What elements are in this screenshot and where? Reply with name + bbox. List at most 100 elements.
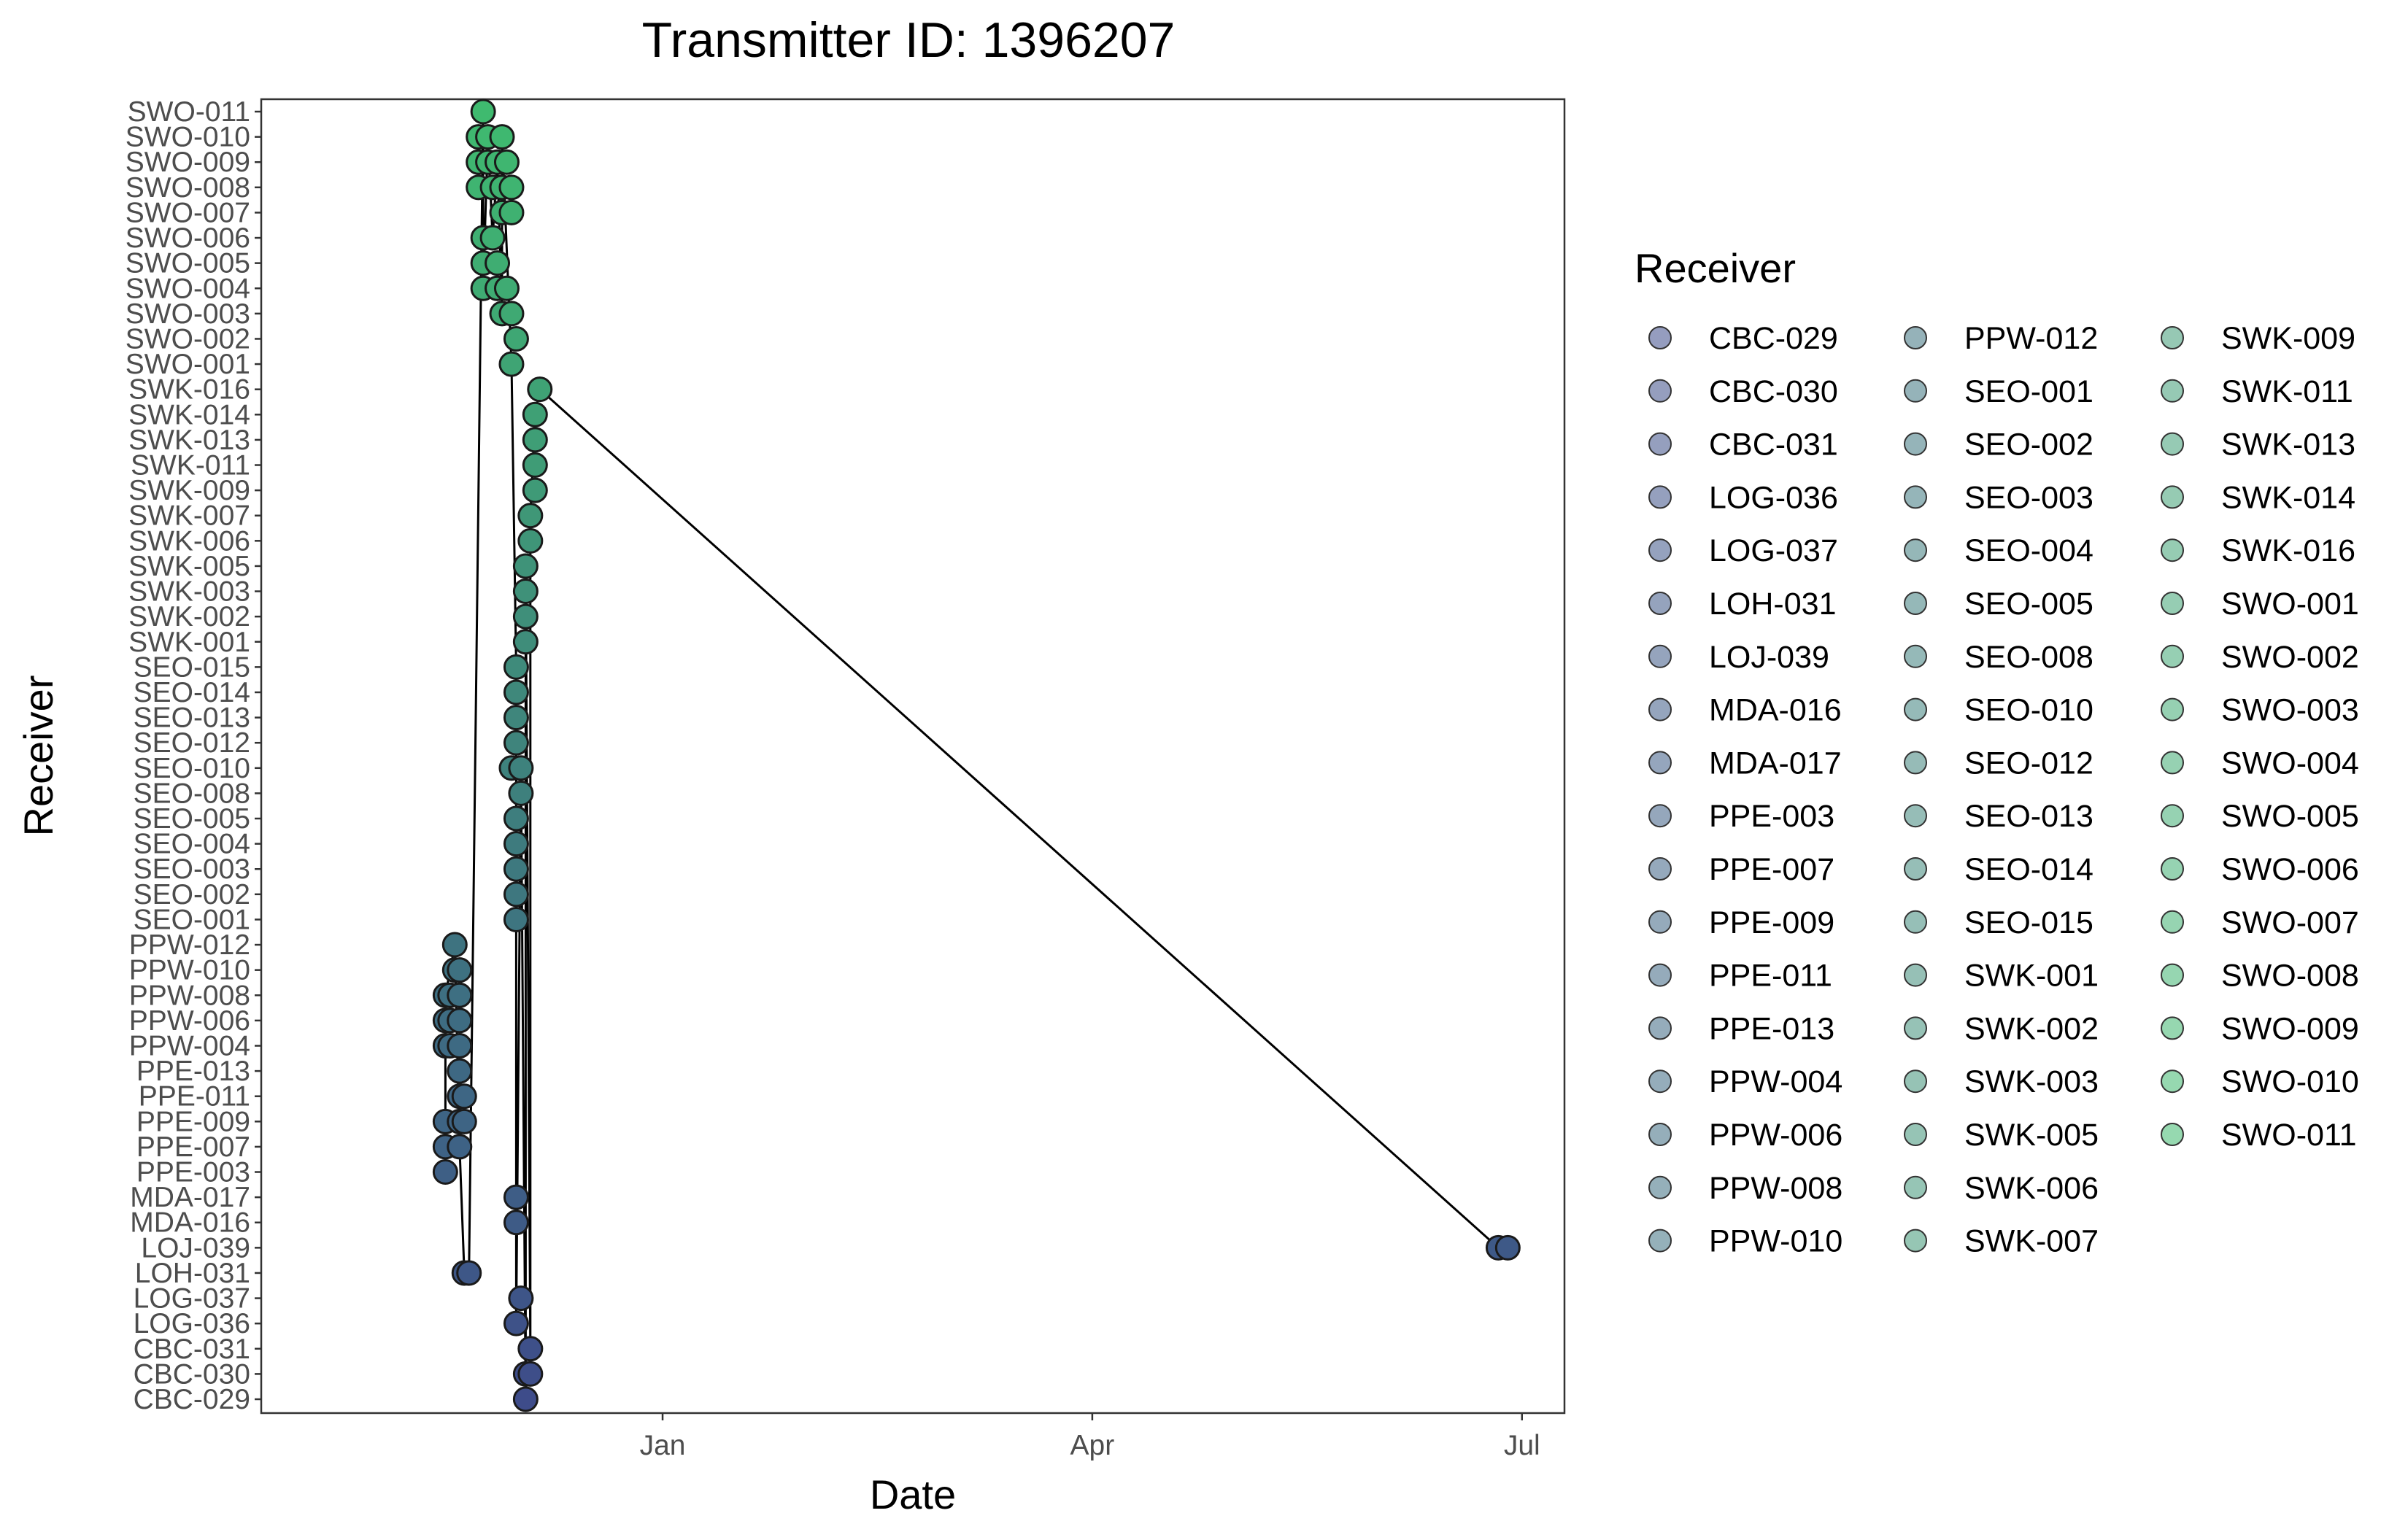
detection-point: [447, 982, 473, 1008]
legend-swatch: [1904, 644, 1927, 668]
legend-label: LOG-036: [1709, 480, 1838, 515]
detection-point: [527, 376, 553, 403]
detection-point: [503, 856, 529, 882]
legend-swatch: [2161, 379, 2184, 403]
legend-item: SWO-005: [2161, 799, 2359, 834]
chart-title: Transmitter ID: 1396207: [642, 12, 1176, 68]
legend-label: CBC-031: [1709, 428, 1838, 463]
legend-swatch: [2161, 326, 2184, 349]
legend-item: SWO-007: [2161, 905, 2359, 940]
detection-point: [522, 477, 548, 503]
y-tick-label: PPW-012: [129, 929, 250, 961]
legend-swatch: [1648, 1229, 1672, 1253]
legend-swatch: [1648, 804, 1672, 828]
y-tick-label: SWK-013: [128, 425, 250, 456]
legend-item: CBC-029: [1648, 321, 1838, 356]
legend-label: SWK-013: [2221, 428, 2355, 463]
legend-swatch: [2161, 1069, 2184, 1094]
legend-label: SEO-005: [1964, 587, 2094, 622]
y-tick-label: SEO-015: [134, 651, 250, 683]
legend-label: MDA-017: [1709, 746, 1842, 781]
legend-item: SEO-008: [1904, 640, 2094, 675]
legend-label: CBC-029: [1709, 321, 1838, 356]
detection-point: [441, 932, 468, 958]
legend-label: SWK-006: [1964, 1171, 2099, 1206]
legend-item: SWO-009: [2161, 1011, 2359, 1046]
legend-swatch: [1648, 592, 1672, 615]
legend-item: PPE-003: [1648, 799, 1834, 834]
legend-swatch: [1648, 644, 1672, 668]
legend-label: PPW-008: [1709, 1171, 1842, 1206]
y-tick-label: SWO-007: [126, 197, 250, 228]
legend-item: MDA-016: [1648, 693, 1842, 728]
legend-item: SEO-013: [1904, 799, 2094, 834]
legend-swatch: [1904, 432, 1927, 456]
legend-label: SEO-003: [1964, 480, 2094, 515]
detection-point: [517, 1361, 544, 1387]
legend-label: SWO-001: [2221, 587, 2359, 622]
y-axis: CBC-029CBC-030CBC-031LOG-036LOG-037LOH-0…: [126, 96, 261, 1415]
legend-item: SEO-004: [1904, 533, 2094, 568]
legend-item: SWK-016: [2161, 533, 2355, 568]
y-tick-label: SEO-013: [134, 703, 250, 734]
detection-point: [503, 730, 529, 756]
legend-swatch: [1904, 1069, 1927, 1094]
legend-item: PPW-008: [1648, 1171, 1842, 1206]
legend-label: PPE-007: [1709, 852, 1834, 887]
legend-item: SWK-009: [2161, 321, 2355, 356]
legend-swatch: [2161, 1016, 2184, 1040]
legend-swatch: [1648, 1123, 1672, 1146]
legend-item: SEO-003: [1904, 480, 2094, 515]
legend-item: MDA-017: [1648, 746, 1842, 781]
x-tick-label: Jul: [1504, 1430, 1540, 1461]
legend-label: SWO-006: [2221, 852, 2359, 887]
legend: Receiver CBC-029 CBC-030 CBC-031 LOG-036 LOG…: [1635, 245, 2359, 1259]
legend-item: SEO-015: [1904, 905, 2094, 940]
legend-label: CBC-030: [1709, 374, 1838, 409]
legend-swatch: [1648, 432, 1672, 456]
legend-item: SEO-002: [1904, 428, 2094, 463]
y-tick-label: MDA-017: [130, 1182, 250, 1213]
plot-frame: [260, 98, 1566, 1415]
detection-point: [503, 805, 529, 832]
legend-swatch: [1648, 485, 1672, 509]
legend-label: SEO-015: [1964, 905, 2094, 940]
y-tick-label: SWK-009: [128, 475, 250, 506]
y-tick-label: PPE-007: [136, 1131, 250, 1163]
y-tick-label: SEO-012: [134, 727, 250, 759]
y-tick-label: SWO-010: [126, 122, 250, 153]
y-tick-label: SEO-001: [134, 904, 250, 935]
legend-label: SWK-005: [1964, 1118, 2099, 1153]
y-tick-label: SWK-011: [131, 450, 250, 481]
detection-point: [522, 401, 548, 428]
y-tick-label: LOH-031: [135, 1258, 250, 1289]
detection-point: [508, 780, 534, 806]
y-tick-label: SWO-004: [126, 273, 250, 304]
detection-point: [1494, 1234, 1521, 1261]
legend-label: SWO-004: [2221, 746, 2359, 781]
legend-swatch: [1904, 485, 1927, 509]
legend-item: SWO-001: [2161, 587, 2359, 622]
detection-point: [503, 1210, 529, 1236]
y-axis-title: Receiver: [15, 676, 61, 837]
legend-swatch: [1648, 326, 1672, 349]
legend-label: PPE-013: [1709, 1011, 1834, 1046]
detection-point: [498, 351, 525, 377]
y-tick-label: SWK-016: [128, 374, 250, 406]
detection-point: [503, 831, 529, 857]
y-tick-label: SEO-003: [134, 854, 250, 885]
legend-item: PPE-013: [1648, 1011, 1834, 1046]
legend-label: SWK-001: [1964, 959, 2099, 994]
y-tick-label: PPW-008: [129, 980, 250, 1011]
legend-item: PPW-012: [1904, 321, 2098, 356]
y-tick-label: SWO-001: [126, 349, 250, 380]
legend-swatch: [1648, 751, 1672, 775]
legend-item: PPE-007: [1648, 852, 1834, 887]
legend-swatch: [1648, 1175, 1672, 1199]
y-tick-label: PPW-006: [129, 1005, 250, 1037]
detection-point: [512, 579, 539, 605]
detection-point: [479, 225, 506, 251]
legend-label: PPE-009: [1709, 905, 1834, 940]
detection-point: [498, 301, 525, 327]
